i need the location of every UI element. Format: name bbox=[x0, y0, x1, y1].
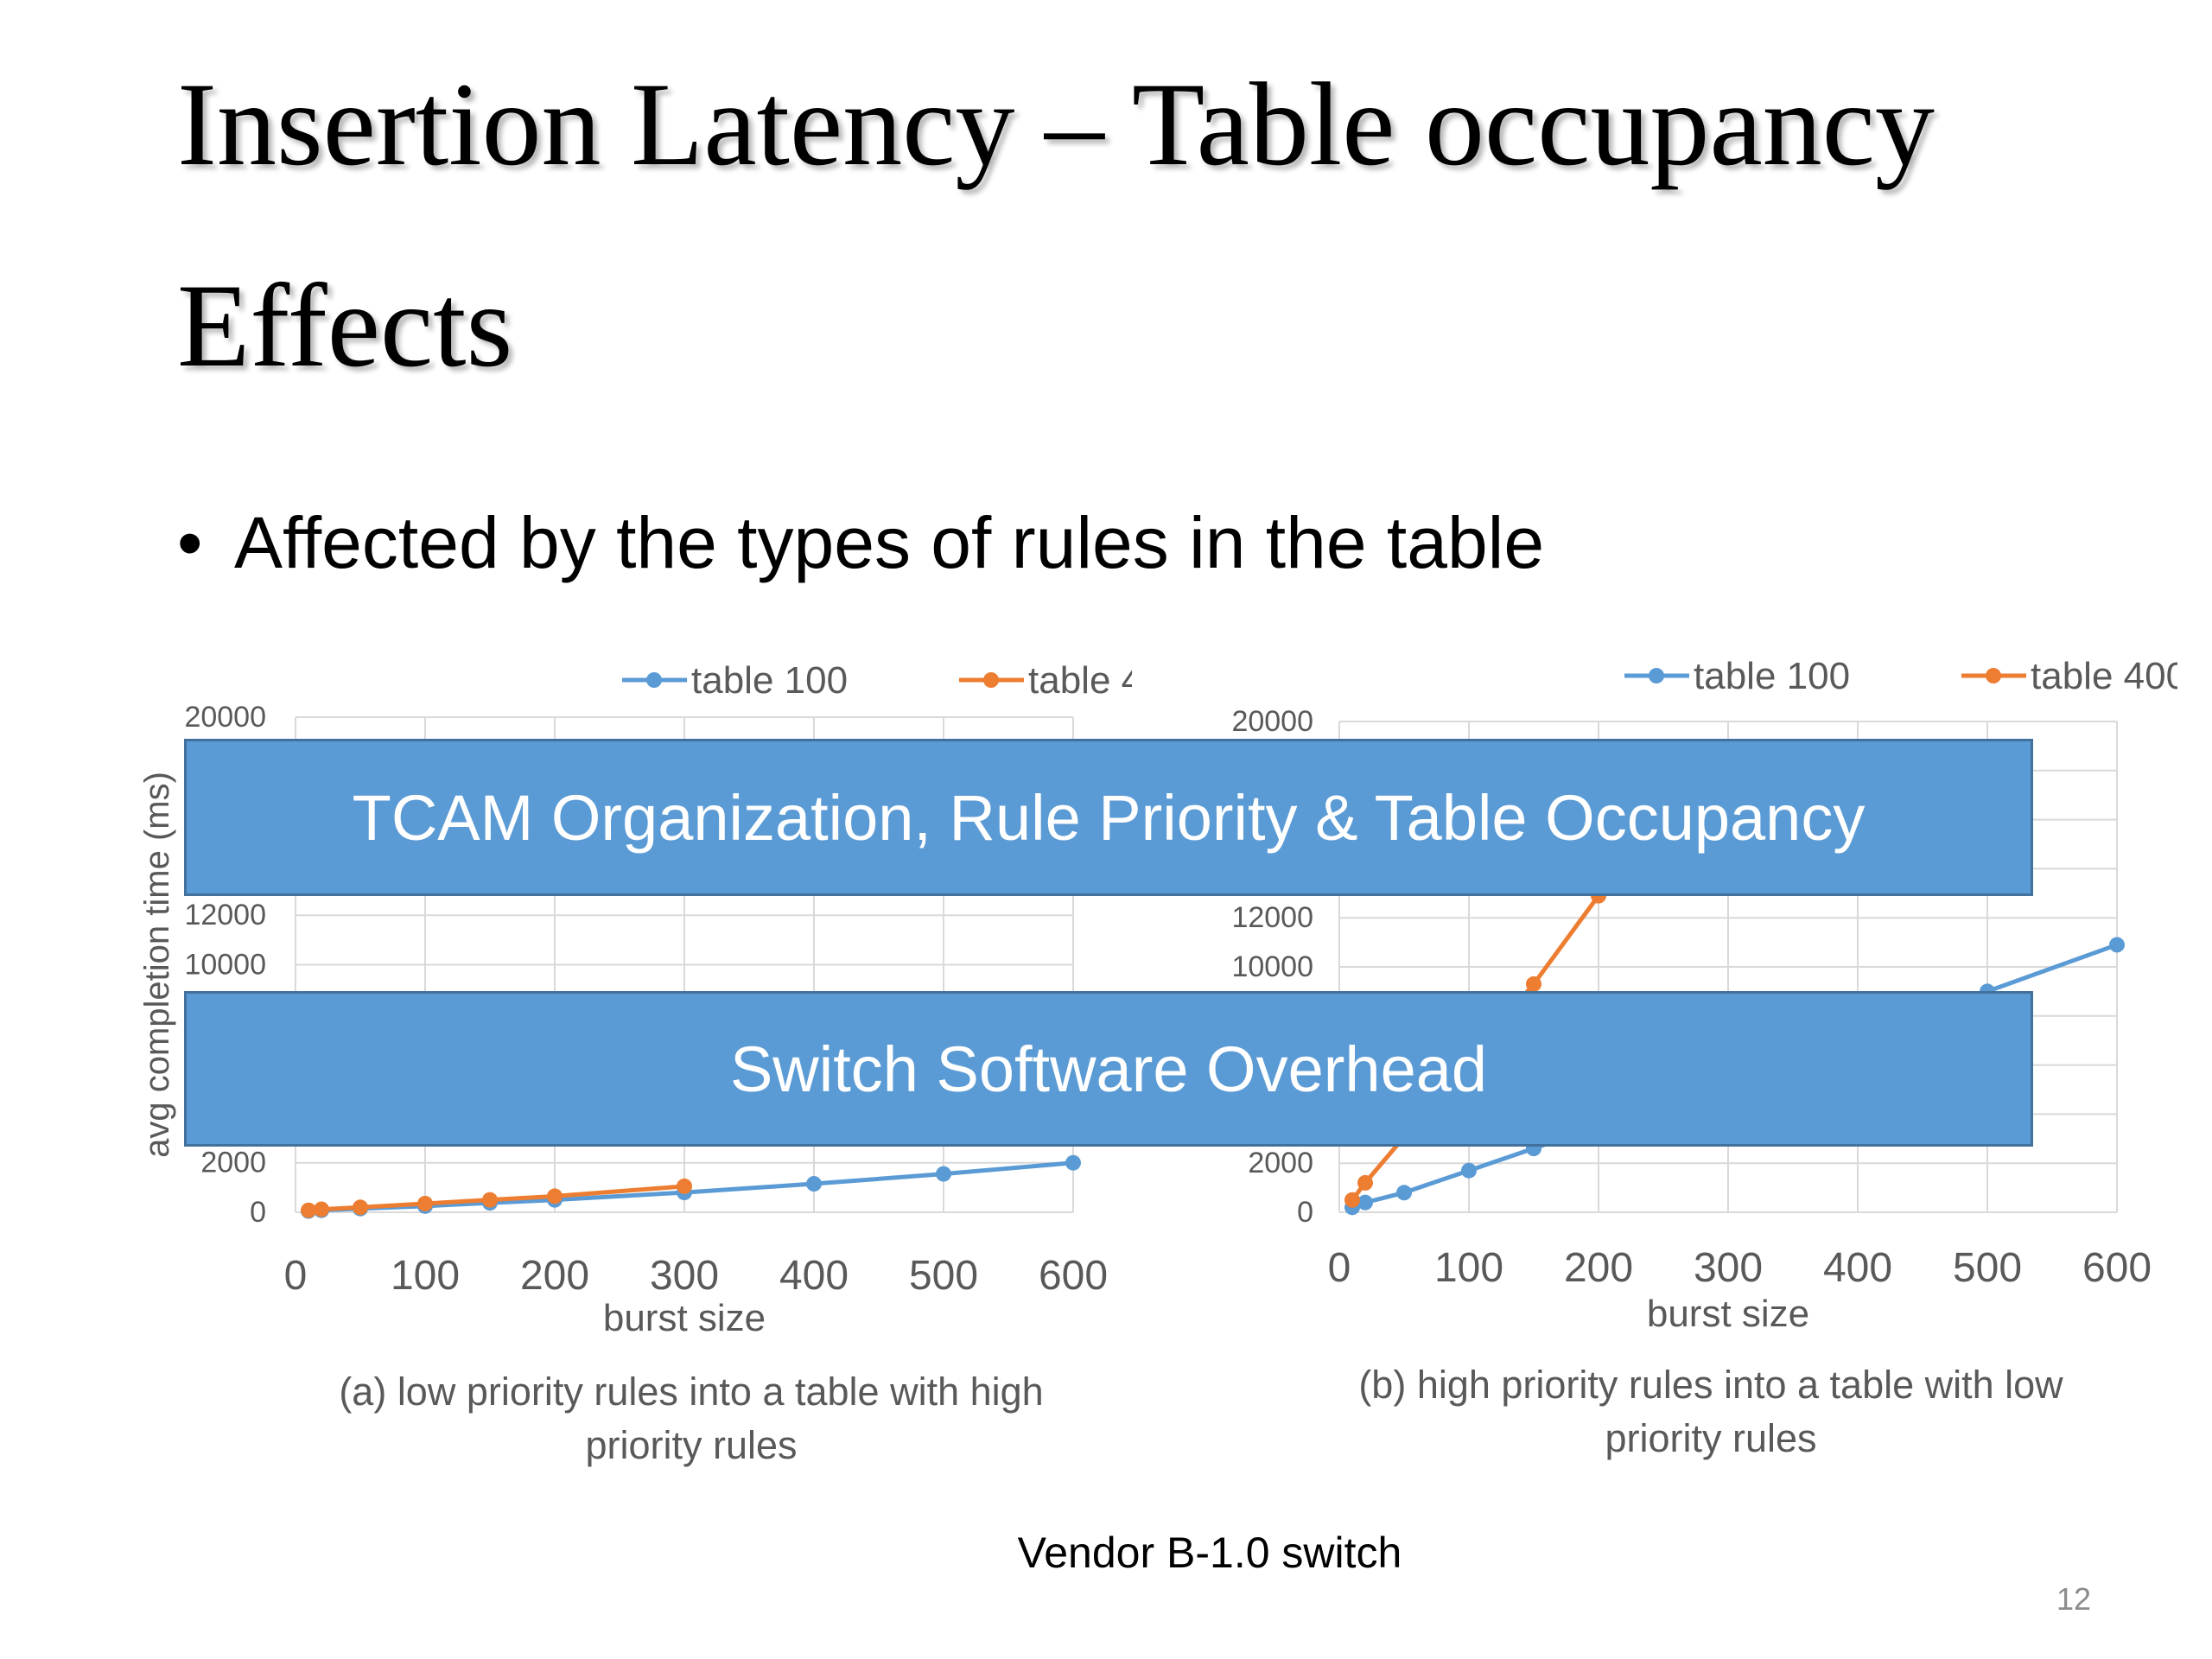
chart-a-x-axis-label: burst size bbox=[603, 1297, 766, 1339]
chart-a-data-point bbox=[482, 1192, 498, 1208]
chart-a-data-point bbox=[936, 1166, 951, 1182]
chart-b-data-point bbox=[1461, 1162, 1477, 1179]
chart-b-data-point bbox=[1357, 1194, 1373, 1211]
chart-a-x-tick-label: 100 bbox=[391, 1253, 460, 1299]
chart-a-data-point bbox=[547, 1188, 563, 1205]
chart-a-legend-label-1: table 400 bbox=[1028, 659, 1132, 702]
chart-b-x-tick-label: 100 bbox=[1434, 1245, 1503, 1291]
chart-b-caption: (b) high priority rules into a table wit… bbox=[1279, 1358, 2143, 1465]
chart-b-data-point bbox=[1526, 976, 1541, 992]
chart-a-legend-label-0: table 100 bbox=[691, 659, 848, 702]
chart-a-y-tick-label: 12000 bbox=[184, 899, 266, 931]
chart-b-y-tick-label: 12000 bbox=[1231, 901, 1313, 934]
chart-b-legend-marker-0 bbox=[1649, 668, 1664, 683]
chart-a-caption: (a) low priority rules into a table with… bbox=[259, 1365, 1123, 1472]
chart-b-x-tick-label: 0 bbox=[1328, 1245, 1351, 1291]
chart-a-y-tick-label: 10000 bbox=[184, 949, 266, 982]
chart-a-caption-line-1: (a) low priority rules into a table with… bbox=[339, 1370, 1044, 1414]
chart-b-x-tick-label: 300 bbox=[1694, 1245, 1763, 1291]
chart-a-x-tick-label: 200 bbox=[520, 1253, 589, 1299]
chart-a-x-tick-label: 600 bbox=[1039, 1253, 1108, 1299]
slide-title-line-1: Insertion Latency – Table occupancy bbox=[177, 58, 1935, 190]
chart-a-x-tick-label: 300 bbox=[650, 1253, 719, 1299]
chart-b-legend-label-1: table 400 bbox=[2031, 655, 2177, 697]
chart-b-y-tick-label: 0 bbox=[1297, 1196, 1313, 1229]
chart-b-x-tick-label: 600 bbox=[2082, 1245, 2152, 1291]
chart-b-caption-line-1: (b) high priority rules into a table wit… bbox=[1358, 1363, 2063, 1407]
chart-a-data-point bbox=[806, 1176, 822, 1192]
chart-a-legend-marker-1 bbox=[983, 672, 999, 688]
chart-a-y-axis-label: avg completion time (ms) bbox=[138, 772, 176, 1158]
banner-switch-software-overhead: Switch Software Overhead bbox=[184, 991, 2033, 1147]
chart-a-y-tick-label: 20000 bbox=[184, 701, 266, 734]
bullet-item: • Affected by the types of rules in the t… bbox=[177, 501, 1544, 585]
chart-b-y-tick-label: 10000 bbox=[1231, 950, 1313, 983]
chart-b-y-tick-label: 2000 bbox=[1248, 1147, 1313, 1179]
chart-b-y-tick-label: 20000 bbox=[1231, 705, 1313, 738]
chart-a-x-tick-label: 400 bbox=[779, 1253, 849, 1299]
chart-a-y-tick-label: 2000 bbox=[200, 1147, 266, 1179]
slide-title-line-2: Effects bbox=[177, 259, 513, 391]
chart-b-legend-marker-1 bbox=[1986, 668, 2001, 683]
chart-b-data-point bbox=[1396, 1185, 1412, 1201]
chart-b-data-point bbox=[1344, 1192, 1360, 1208]
chart-a-x-tick-label: 500 bbox=[909, 1253, 978, 1299]
chart-b-x-axis-label: burst size bbox=[1647, 1293, 1809, 1335]
bullet-text: Affected by the types of rules in the ta… bbox=[234, 502, 1545, 583]
slide-number: 12 bbox=[2056, 1581, 2091, 1617]
chart-a-data-point bbox=[301, 1202, 316, 1218]
chart-a-y-tick-label: 0 bbox=[250, 1196, 266, 1229]
chart-a-legend-marker-0 bbox=[646, 672, 662, 688]
chart-a-caption-line-2: priority rules bbox=[585, 1423, 798, 1467]
chart-b-legend-label-0: table 100 bbox=[1694, 655, 1850, 697]
chart-a-data-point bbox=[1065, 1154, 1081, 1171]
chart-b-data-point bbox=[2109, 937, 2125, 953]
chart-a-data-point bbox=[353, 1199, 368, 1216]
banner-tcam-organization: TCAM Organization, Rule Priority & Table… bbox=[184, 739, 2033, 896]
chart-b-data-point bbox=[1357, 1174, 1373, 1191]
chart-b-x-tick-label: 200 bbox=[1564, 1245, 1633, 1291]
chart-a-data-point bbox=[314, 1201, 329, 1217]
chart-a-x-tick-label: 0 bbox=[284, 1253, 308, 1299]
chart-a-data-point bbox=[417, 1195, 433, 1211]
chart-a-data-point bbox=[677, 1178, 692, 1194]
chart-b-x-tick-label: 500 bbox=[1953, 1245, 2022, 1291]
bullet-dot: • bbox=[177, 502, 203, 583]
footer-vendor-label: Vendor B-1.0 switch bbox=[1017, 1529, 1402, 1577]
chart-b-caption-line-2: priority rules bbox=[1605, 1416, 1817, 1460]
chart-b-x-tick-label: 400 bbox=[1823, 1245, 1892, 1291]
